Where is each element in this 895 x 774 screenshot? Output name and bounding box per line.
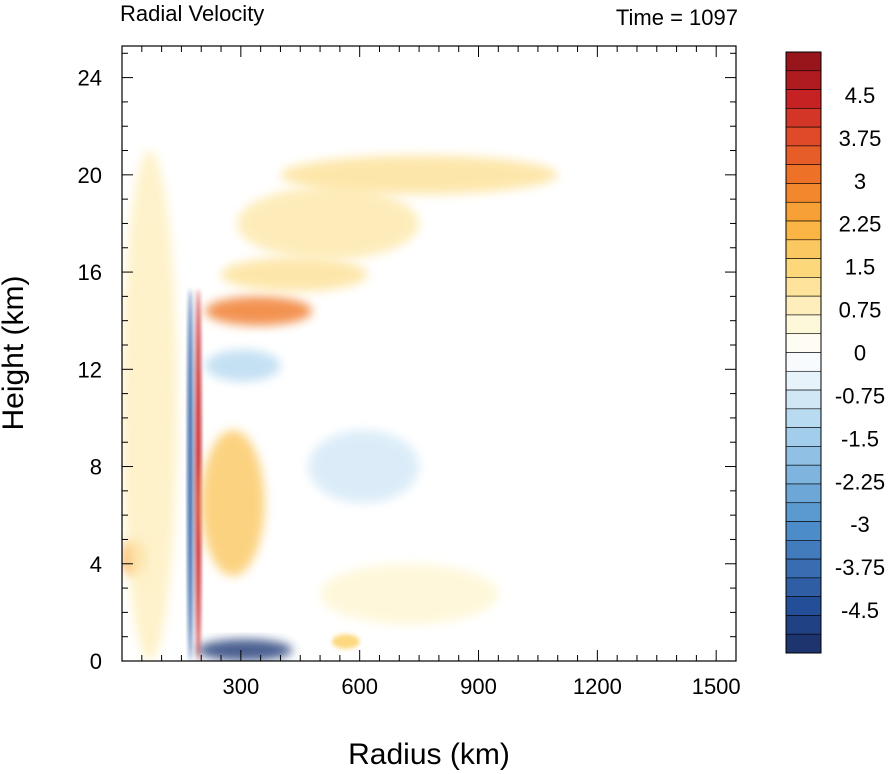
colorbar-box xyxy=(785,483,822,504)
colorbar-box xyxy=(785,540,822,560)
x-axis-label: Radius (km) xyxy=(348,738,510,771)
colorbar-tick-label: -1.5 xyxy=(841,426,879,451)
velocity-feature-4 xyxy=(221,257,368,292)
colorbar-box xyxy=(785,201,822,222)
colorbar-box xyxy=(785,596,822,616)
y-tick-label: 4 xyxy=(90,552,102,577)
chart-subtitle: Time = 1097 xyxy=(616,5,738,30)
colorbar-tick-label: -2.25 xyxy=(835,469,885,494)
velocity-feature-0 xyxy=(197,639,293,661)
y-axis-label: Height (km) xyxy=(0,275,30,430)
colorbar-tick-label: -3 xyxy=(850,512,870,537)
x-tick-label: 900 xyxy=(460,674,497,699)
colorbar-box xyxy=(785,314,822,335)
velocity-feature-1 xyxy=(187,289,194,661)
x-tick-label: 600 xyxy=(341,674,378,699)
velocity-field xyxy=(122,150,558,661)
velocity-feature-6 xyxy=(280,155,558,195)
colorbar-box xyxy=(785,239,822,259)
colorbar-tick-label: 3 xyxy=(854,169,866,194)
colorbar-box xyxy=(785,108,822,128)
colorbar-box xyxy=(785,145,822,165)
y-tick-label: 16 xyxy=(78,260,102,285)
colorbar-tick-label: 4.5 xyxy=(845,83,876,108)
colorbar-box xyxy=(785,389,822,410)
colorbar-box xyxy=(785,164,822,184)
colorbar-box xyxy=(785,633,822,654)
colorbar-box xyxy=(785,464,822,485)
colorbar-box xyxy=(785,408,822,428)
velocity-feature-3 xyxy=(205,296,313,326)
colorbar-tick-label: 0.75 xyxy=(839,298,882,323)
velocity-feature-2 xyxy=(195,289,202,661)
x-tick-label: 1200 xyxy=(573,674,622,699)
colorbar-tick-label: -3.75 xyxy=(835,555,885,580)
colorbar-box xyxy=(785,615,822,635)
colorbar-box xyxy=(785,51,822,72)
colorbar-labels: 4.5 3.75 3 2.25 1.5 0.75 0 -0.75 -1.5 -2.25 -3 -3.7… xyxy=(835,83,885,623)
y-tick-label: 8 xyxy=(90,455,102,480)
y-tick-label: 0 xyxy=(90,649,102,674)
colorbar-tick-label: 0 xyxy=(854,341,866,366)
velocity-feature-7 xyxy=(205,349,281,382)
x-tick-label: 1500 xyxy=(692,674,741,699)
velocity-feature-8 xyxy=(201,430,265,576)
colorbar-tick-label: 2.25 xyxy=(839,212,882,237)
colorbar-frame xyxy=(785,51,822,654)
y-axis-ticks: 0 4 8 12 16 20 24 xyxy=(78,52,736,674)
colorbar-box xyxy=(785,352,822,372)
chart-title: Radial Velocity xyxy=(120,1,264,26)
colorbar-box xyxy=(785,558,822,579)
colorbar-box xyxy=(785,521,822,541)
colorbar-box xyxy=(785,70,822,90)
colorbar-box xyxy=(785,295,822,316)
plot-frame xyxy=(121,45,737,662)
colorbar-tick-label: -0.75 xyxy=(835,383,885,408)
colorbar-box xyxy=(785,502,822,522)
colorbar-box xyxy=(785,446,822,466)
colorbar-box xyxy=(785,277,822,297)
velocity-feature-13 xyxy=(331,634,360,649)
colorbar-tick-label: -4.5 xyxy=(841,598,879,623)
colorbar-box xyxy=(785,183,822,203)
velocity-feature-11 xyxy=(308,430,420,503)
colorbar-box xyxy=(785,220,822,241)
colorbar xyxy=(785,51,822,654)
velocity-feature-10 xyxy=(122,150,178,661)
y-tick-label: 20 xyxy=(78,163,102,188)
colorbar-box xyxy=(785,577,822,597)
x-tick-label: 300 xyxy=(222,674,259,699)
x-axis-ticks: 300 600 900 1200 1500 xyxy=(141,46,741,699)
colorbar-box xyxy=(785,258,822,278)
colorbar-box xyxy=(785,126,822,147)
colorbar-box xyxy=(785,427,822,447)
y-tick-label: 24 xyxy=(78,66,102,91)
y-tick-label: 12 xyxy=(78,357,102,382)
colorbar-box xyxy=(785,370,822,391)
colorbar-tick-label: 1.5 xyxy=(845,255,876,280)
colorbar-tick-label: 3.75 xyxy=(839,126,882,151)
velocity-feature-5 xyxy=(236,186,420,260)
velocity-feature-12 xyxy=(320,563,499,625)
colorbar-box xyxy=(785,333,822,353)
colorbar-box xyxy=(785,89,822,109)
